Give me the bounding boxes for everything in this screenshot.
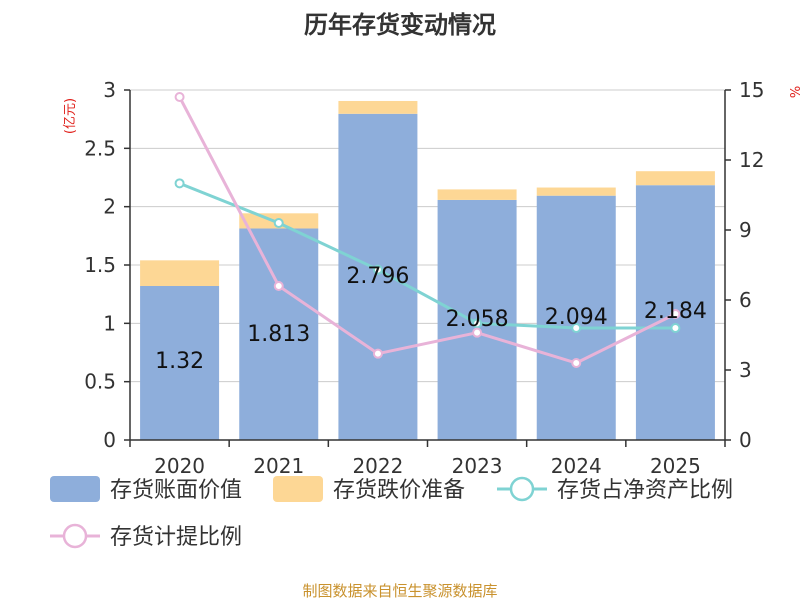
x-tick-label: 2025 xyxy=(650,454,701,478)
line-point xyxy=(174,178,185,189)
bar-book-value xyxy=(239,228,319,440)
line-series xyxy=(178,96,677,365)
line-point xyxy=(670,323,681,333)
x-tick-label: 2024 xyxy=(551,454,602,478)
line-point xyxy=(273,218,284,228)
data-labels: 1.32 1.813 2.796 2.058 2.094 2.184 xyxy=(155,264,707,374)
line-point xyxy=(372,348,383,359)
legend-swatch xyxy=(273,476,323,502)
left-tick-label: 1 xyxy=(103,311,116,335)
bar-value-label: 2.184 xyxy=(644,299,707,324)
right-tick-label: 0 xyxy=(739,428,752,452)
bar-value-label: 1.813 xyxy=(247,322,310,347)
line-point xyxy=(273,281,284,291)
legend-marker xyxy=(509,476,535,502)
legend-marker xyxy=(62,523,88,549)
chart-title: 历年存货变动情况 xyxy=(304,11,496,39)
bar-impairment-reserve xyxy=(635,171,715,186)
right-tick-label: 3 xyxy=(739,358,752,382)
legend-label: 存货计提比例 xyxy=(110,525,242,550)
bar-impairment-reserve xyxy=(536,187,616,196)
left-tick-label: 2 xyxy=(103,195,116,219)
bar-value-label: 2.058 xyxy=(446,307,509,332)
line-point xyxy=(472,318,483,329)
left-tick-label: 1.5 xyxy=(84,253,116,277)
line-point xyxy=(670,309,681,319)
legend-label: 存货账面价值 xyxy=(110,478,242,503)
bar-impairment-reserve xyxy=(338,100,418,114)
right-axis-unit: % xyxy=(789,86,800,98)
x-tick-label: 2023 xyxy=(452,454,503,478)
line-series xyxy=(179,181,676,330)
bar-impairment-reserve xyxy=(437,189,517,200)
legend-swatch xyxy=(50,476,100,502)
line-point xyxy=(571,323,582,333)
x-tick-label: 2020 xyxy=(154,454,205,478)
x-tick-label: 2022 xyxy=(352,454,403,478)
bar-value-label: 2.094 xyxy=(545,305,608,330)
bar-book-value xyxy=(536,195,616,440)
bar-book-value xyxy=(140,286,220,440)
right-tick-label: 9 xyxy=(739,218,752,242)
legend-label: 存货占净资产比例 xyxy=(557,478,733,503)
legend-label: 存货跌价准备 xyxy=(333,478,465,503)
left-tick-label: 0 xyxy=(103,428,116,452)
line-point xyxy=(174,92,185,102)
line-point xyxy=(472,327,483,338)
bar-impairment-reserve xyxy=(140,260,220,286)
series-lines xyxy=(174,92,681,368)
right-tick-label: 12 xyxy=(739,148,764,172)
right-tick-label: 6 xyxy=(739,288,752,312)
x-tick-label: 2021 xyxy=(253,454,304,478)
line-point xyxy=(372,264,383,275)
bar-book-value xyxy=(338,113,418,441)
line-point xyxy=(571,358,582,368)
axes: 0 0.5 1 1.5 2 2.5 3 0 3 6 9 12 15 2020 2021 2022 2023 202… xyxy=(84,78,764,478)
bar-value-label: 1.32 xyxy=(155,349,204,374)
bars xyxy=(140,100,715,441)
bar-value-label: 2.796 xyxy=(346,264,409,289)
left-tick-label: 0.5 xyxy=(84,370,116,394)
source-footer: 制图数据来自恒生聚源数据库 xyxy=(302,582,497,600)
left-tick-label: 2.5 xyxy=(84,136,116,160)
grid-lines xyxy=(130,89,725,441)
left-tick-label: 3 xyxy=(103,78,116,102)
right-tick-label: 15 xyxy=(739,78,764,102)
left-axis-unit: (亿元) xyxy=(63,98,78,134)
